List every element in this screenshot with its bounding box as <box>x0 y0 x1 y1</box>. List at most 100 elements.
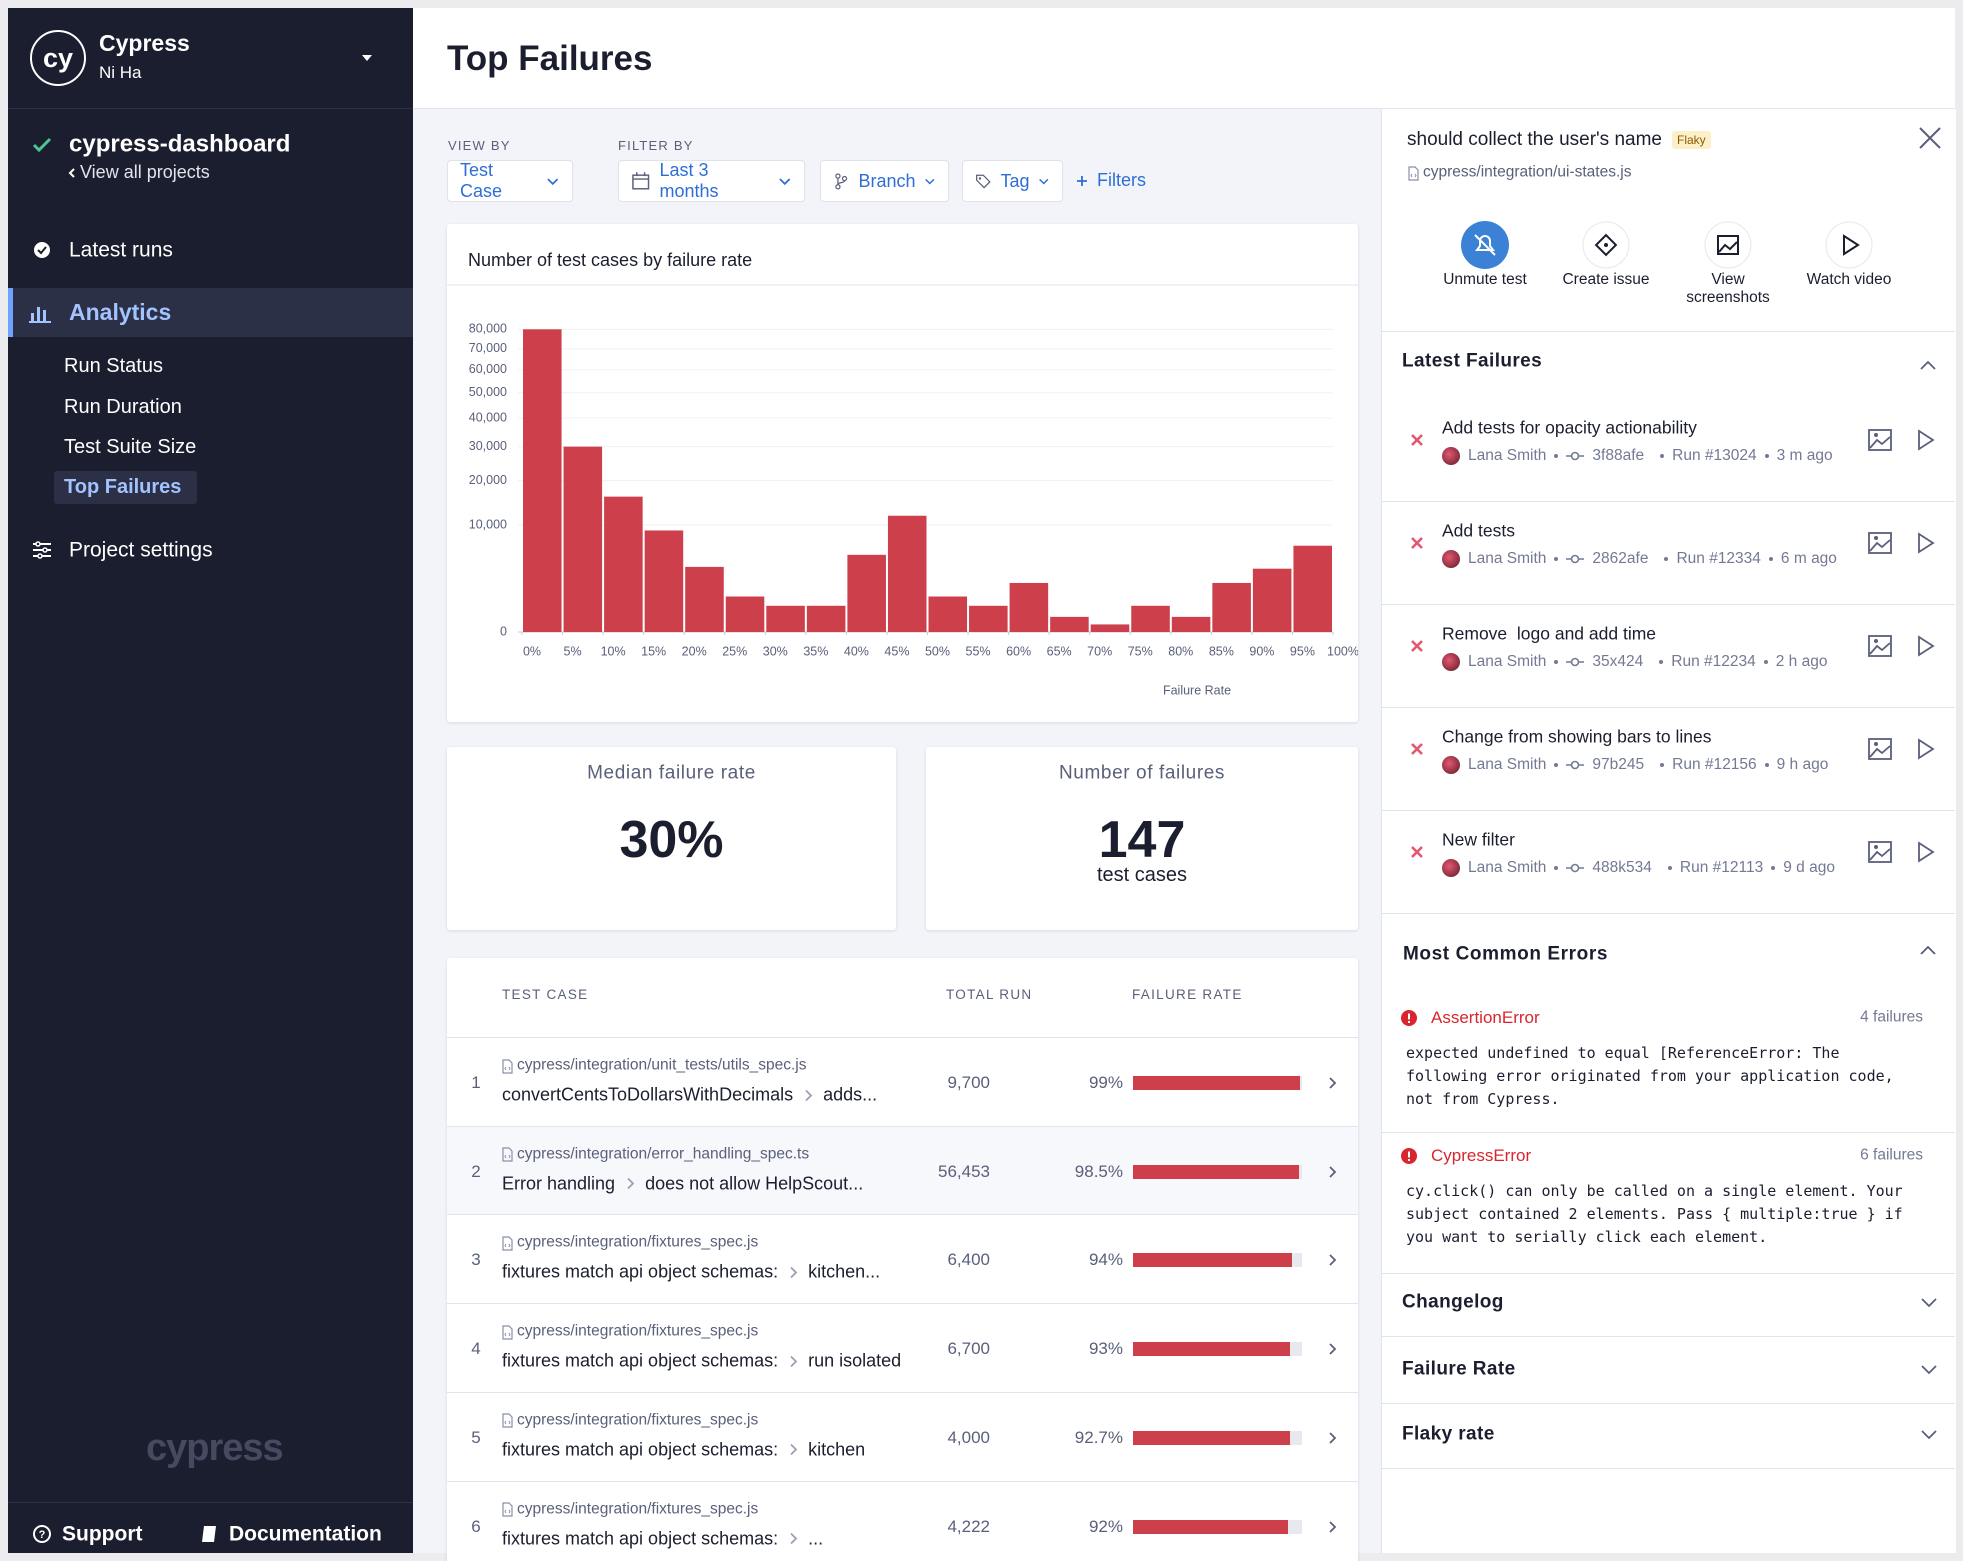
failure-item[interactable]: Remove logo and add time Lana Smith 35x424… <box>1382 604 1955 708</box>
section-title[interactable]: Flaky rate <box>1402 1423 1495 1445</box>
table-row[interactable]: 4 cypress/integration/fixtures_spec.js fix… <box>447 1303 1358 1393</box>
action-icon[interactable] <box>1825 221 1873 269</box>
subnav-item[interactable]: Run Status <box>64 355 163 377</box>
footer-link[interactable]: Documentation <box>229 1522 382 1546</box>
x-tick-label: 75% <box>1128 644 1153 658</box>
action-label[interactable]: Create issue <box>1562 271 1650 288</box>
section-title[interactable]: Failure Rate <box>1402 1358 1516 1380</box>
section-title[interactable]: Changelog <box>1402 1291 1504 1313</box>
screenshot-button[interactable] <box>1868 635 1892 657</box>
action-icon[interactable] <box>1704 221 1752 269</box>
failure-item[interactable]: Add tests for opacity actionability Lana … <box>1382 398 1955 502</box>
back-link[interactable]: View all projects <box>80 162 210 183</box>
avatar <box>1442 447 1460 465</box>
icon-shape <box>1474 234 1496 256</box>
icon-shape <box>790 1444 798 1456</box>
test-part: ... <box>808 1528 824 1548</box>
action-icon[interactable] <box>1582 221 1630 269</box>
icon-shape <box>502 1236 513 1251</box>
nav-item[interactable]: Analytics <box>69 299 172 326</box>
table-row[interactable]: 1 cypress/integration/unit_tests/utils_sp… <box>447 1037 1358 1126</box>
y-tick-label: 50,000 <box>469 385 507 399</box>
video-button[interactable] <box>1917 532 1935 554</box>
y-tick-label: 30,000 <box>469 439 507 453</box>
bar <box>685 566 724 632</box>
rate-bar <box>1133 1253 1292 1268</box>
icon-shape <box>1718 241 1738 253</box>
icon-shape <box>1408 1021 1410 1023</box>
subnav-item[interactable]: Test Suite Size <box>64 436 197 458</box>
icon-shape <box>790 1266 798 1279</box>
row-test: fixtures match api object schemas: kitche… <box>502 1262 880 1283</box>
icon-shape <box>978 177 982 180</box>
bar <box>644 530 684 632</box>
row-test: fixtures match api object schemas:... <box>502 1528 823 1549</box>
screenshot-button[interactable] <box>1868 738 1892 760</box>
nav-item[interactable]: Latest runs <box>69 238 173 262</box>
x-tick-label: 50% <box>925 644 950 658</box>
section-toggle[interactable] <box>1921 1364 1937 1376</box>
screenshot-button[interactable] <box>1868 429 1892 451</box>
filter-chip[interactable]: Last 3 months <box>618 160 805 202</box>
screenshot-button[interactable] <box>1868 532 1892 554</box>
stat-label: Median failure rate <box>587 762 756 784</box>
error-name: CypressError <box>1431 1145 1532 1165</box>
run: Run #12113 <box>1679 859 1764 876</box>
section-toggle[interactable] <box>1919 944 1937 957</box>
footer-link[interactable]: Support <box>62 1522 143 1546</box>
row-test: Error handling does not allow HelpScout..… <box>502 1173 863 1194</box>
action-icon[interactable] <box>1461 221 1509 269</box>
action-label[interactable]: Watch video <box>1806 271 1892 288</box>
chart-card: Number of test cases by failure rate 0 10,… <box>447 224 1358 722</box>
failure-item[interactable]: Change from showing bars to lines Lana Sm… <box>1382 707 1955 811</box>
failure-item[interactable]: New filter Lana Smith 488k534 Run #12113 9 d… <box>1382 810 1955 914</box>
icon-shape <box>1874 433 1878 437</box>
section-toggle[interactable] <box>1921 1429 1937 1441</box>
icon-shape <box>1411 640 1423 652</box>
failure-item[interactable]: Add tests Lana Smith 2862afe Run #12334 6 m … <box>1382 501 1955 605</box>
fail-icon <box>1411 434 1423 446</box>
bar <box>563 446 603 632</box>
table-row[interactable]: 6 cypress/integration/fixtures_spec.js fix… <box>447 1480 1358 1561</box>
panel-divider <box>1382 331 1955 332</box>
author: Lana Smith <box>1468 653 1547 670</box>
filter-chip[interactable]: Tag <box>962 160 1063 202</box>
icon-shape <box>1868 532 1892 554</box>
section-toggle[interactable] <box>1921 1297 1937 1309</box>
section-title: Most Common Errors <box>1403 943 1609 965</box>
icon-shape <box>43 310 46 321</box>
icon-shape <box>841 175 848 182</box>
video-button[interactable] <box>1917 635 1935 657</box>
video-button[interactable] <box>1917 429 1935 451</box>
table-row[interactable]: 5 cypress/integration/fixtures_spec.js fix… <box>447 1391 1358 1481</box>
video-button[interactable] <box>1917 738 1935 760</box>
video-button[interactable] <box>1917 841 1935 863</box>
action-label[interactable]: View screenshots <box>1686 271 1770 306</box>
settings-link[interactable]: Project settings <box>69 538 213 562</box>
row-file: cypress/integration/error_handling_spec.… <box>517 1145 810 1163</box>
failure-meta: Lana Smith 97b245 Run #12156 9 h ago <box>1442 756 1828 774</box>
close-button[interactable] <box>1918 126 1942 150</box>
add-filter-icon <box>1077 176 1087 186</box>
author: Lana Smith <box>1468 859 1547 876</box>
action-label[interactable]: Unmute test <box>1443 271 1527 288</box>
table-row[interactable]: 2 cypress/integration/error_handling_spec… <box>447 1125 1358 1215</box>
bar <box>1090 624 1130 632</box>
chip-chevron <box>925 178 935 185</box>
add-filter[interactable]: Filters <box>1097 170 1146 191</box>
section-toggle[interactable] <box>1919 359 1937 372</box>
page-title: Top Failures <box>447 39 653 78</box>
screenshot-button[interactable] <box>1868 841 1892 863</box>
bar <box>1252 568 1292 632</box>
subnav-item[interactable]: Top Failures <box>64 476 182 498</box>
chip-icon <box>632 172 650 190</box>
author: Lana Smith <box>1468 756 1547 773</box>
file-icon <box>502 1058 513 1074</box>
filter-chip[interactable]: Test Case <box>447 160 573 202</box>
table-row[interactable]: 3 cypress/integration/fixtures_spec.js fix… <box>447 1214 1358 1304</box>
failure-title: New filter <box>1442 829 1515 850</box>
filter-chip[interactable]: Branch <box>820 160 949 202</box>
subnav-item[interactable]: Run Duration <box>64 396 182 418</box>
test-part: fixtures match api object schemas: <box>502 1528 779 1548</box>
commit: 488k534 <box>1592 859 1652 876</box>
